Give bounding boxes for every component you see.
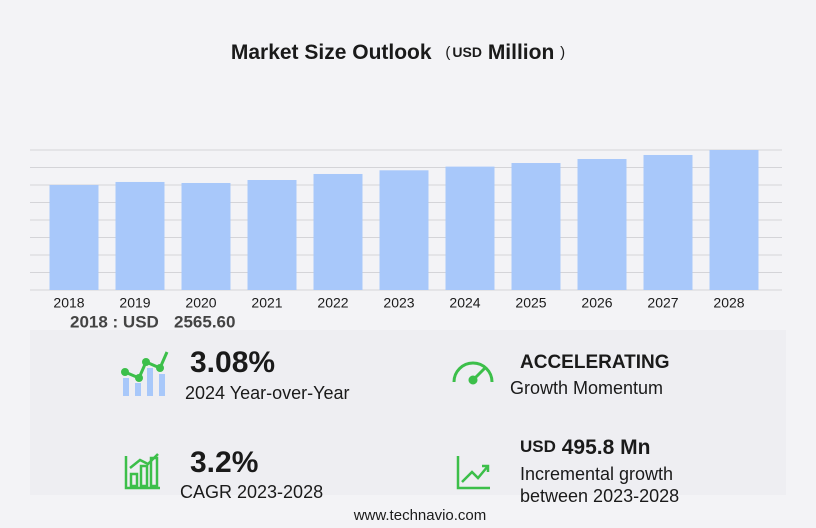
x-tick-label: 2020 — [185, 295, 216, 311]
incremental-value-text: USD 495.8 Mn — [520, 436, 650, 459]
chart-title: Market Size Outlook (USD Million ) — [231, 41, 565, 64]
footer: www.technavio.com — [353, 507, 487, 524]
bar — [511, 163, 561, 290]
cagr-icon — [124, 453, 160, 490]
x-tick-label: 2026 — [581, 295, 612, 311]
x-tick-label: 2025 — [515, 295, 546, 311]
x-tick-label: 2021 — [251, 295, 282, 311]
bar — [247, 180, 297, 290]
x-tick-label: 2027 — [647, 295, 678, 311]
x-tick-label: 2018 — [53, 295, 84, 311]
x-tick-label: 2019 — [119, 295, 150, 311]
title-paren: ) — [560, 44, 565, 61]
incremental-value: 495.8 Mn — [562, 436, 651, 459]
incremental-label: Incremental growth — [520, 464, 673, 484]
yoy-icon — [121, 351, 169, 396]
bar — [709, 150, 759, 290]
cagr-label: CAGR 2023-2028 — [180, 482, 323, 502]
incremental-icon — [456, 456, 490, 490]
bar — [643, 154, 693, 290]
yoy-value: 3.08% — [190, 346, 275, 379]
bar — [379, 170, 429, 290]
incremental-currency: USD — [520, 437, 556, 456]
x-tick-label: 2022 — [317, 295, 348, 311]
bar — [49, 184, 99, 290]
incremental-label: between 2023-2028 — [520, 486, 679, 506]
base-year-value: 2565.60 — [174, 312, 235, 331]
bar — [181, 182, 231, 290]
x-tick-label: 2023 — [383, 295, 414, 311]
bar — [115, 181, 165, 290]
x-tick-label: 2024 — [449, 295, 480, 311]
x-tick-label: 2028 — [713, 295, 744, 311]
title-currency: USD — [452, 44, 482, 60]
title-paren: ( — [445, 44, 450, 61]
momentum-icon — [452, 361, 494, 385]
cagr-value: 3.2% — [190, 446, 258, 479]
bar — [313, 173, 363, 290]
yoy-label: 2024 Year-over-Year — [185, 383, 349, 403]
base-year-label: 2018 : USD — [70, 312, 159, 331]
title-unit: Million — [488, 41, 555, 64]
bar — [577, 159, 627, 290]
bar — [445, 166, 495, 290]
title-text: Market Size Outlook — [231, 41, 432, 64]
momentum-label: Growth Momentum — [510, 378, 663, 398]
momentum-value: ACCELERATING — [520, 352, 670, 373]
